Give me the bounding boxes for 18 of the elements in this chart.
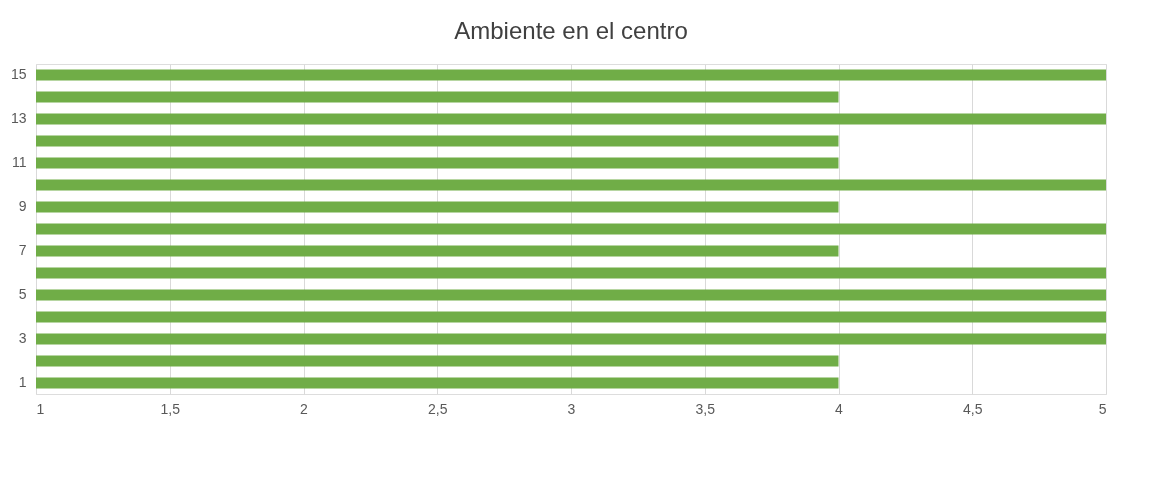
y-tick-label: 15 <box>10 66 27 82</box>
y-tick-label: 9 <box>18 198 27 214</box>
x-tick-label: 2,5 <box>428 400 448 417</box>
chart-title: Ambiente en el centro <box>454 17 688 44</box>
x-tick-label: 1 <box>36 400 45 417</box>
x-tick-label: 4,5 <box>963 400 983 417</box>
x-tick-label: 1,5 <box>160 400 181 417</box>
y-tick-label: 1 <box>18 374 27 390</box>
y-tick-label: 3 <box>18 330 27 346</box>
x-tick-label: 5 <box>1098 400 1107 417</box>
x-tick-label: 3,5 <box>695 400 716 417</box>
y-tick-label: 11 <box>11 154 27 170</box>
y-tick-label: 7 <box>18 242 27 258</box>
y-tick-label: 13 <box>10 110 27 126</box>
y-tick-label: 5 <box>18 286 27 302</box>
x-tick-label: 3 <box>567 400 576 417</box>
x-tick-label: 2 <box>300 400 309 417</box>
x-tick-label: 4 <box>835 400 844 417</box>
